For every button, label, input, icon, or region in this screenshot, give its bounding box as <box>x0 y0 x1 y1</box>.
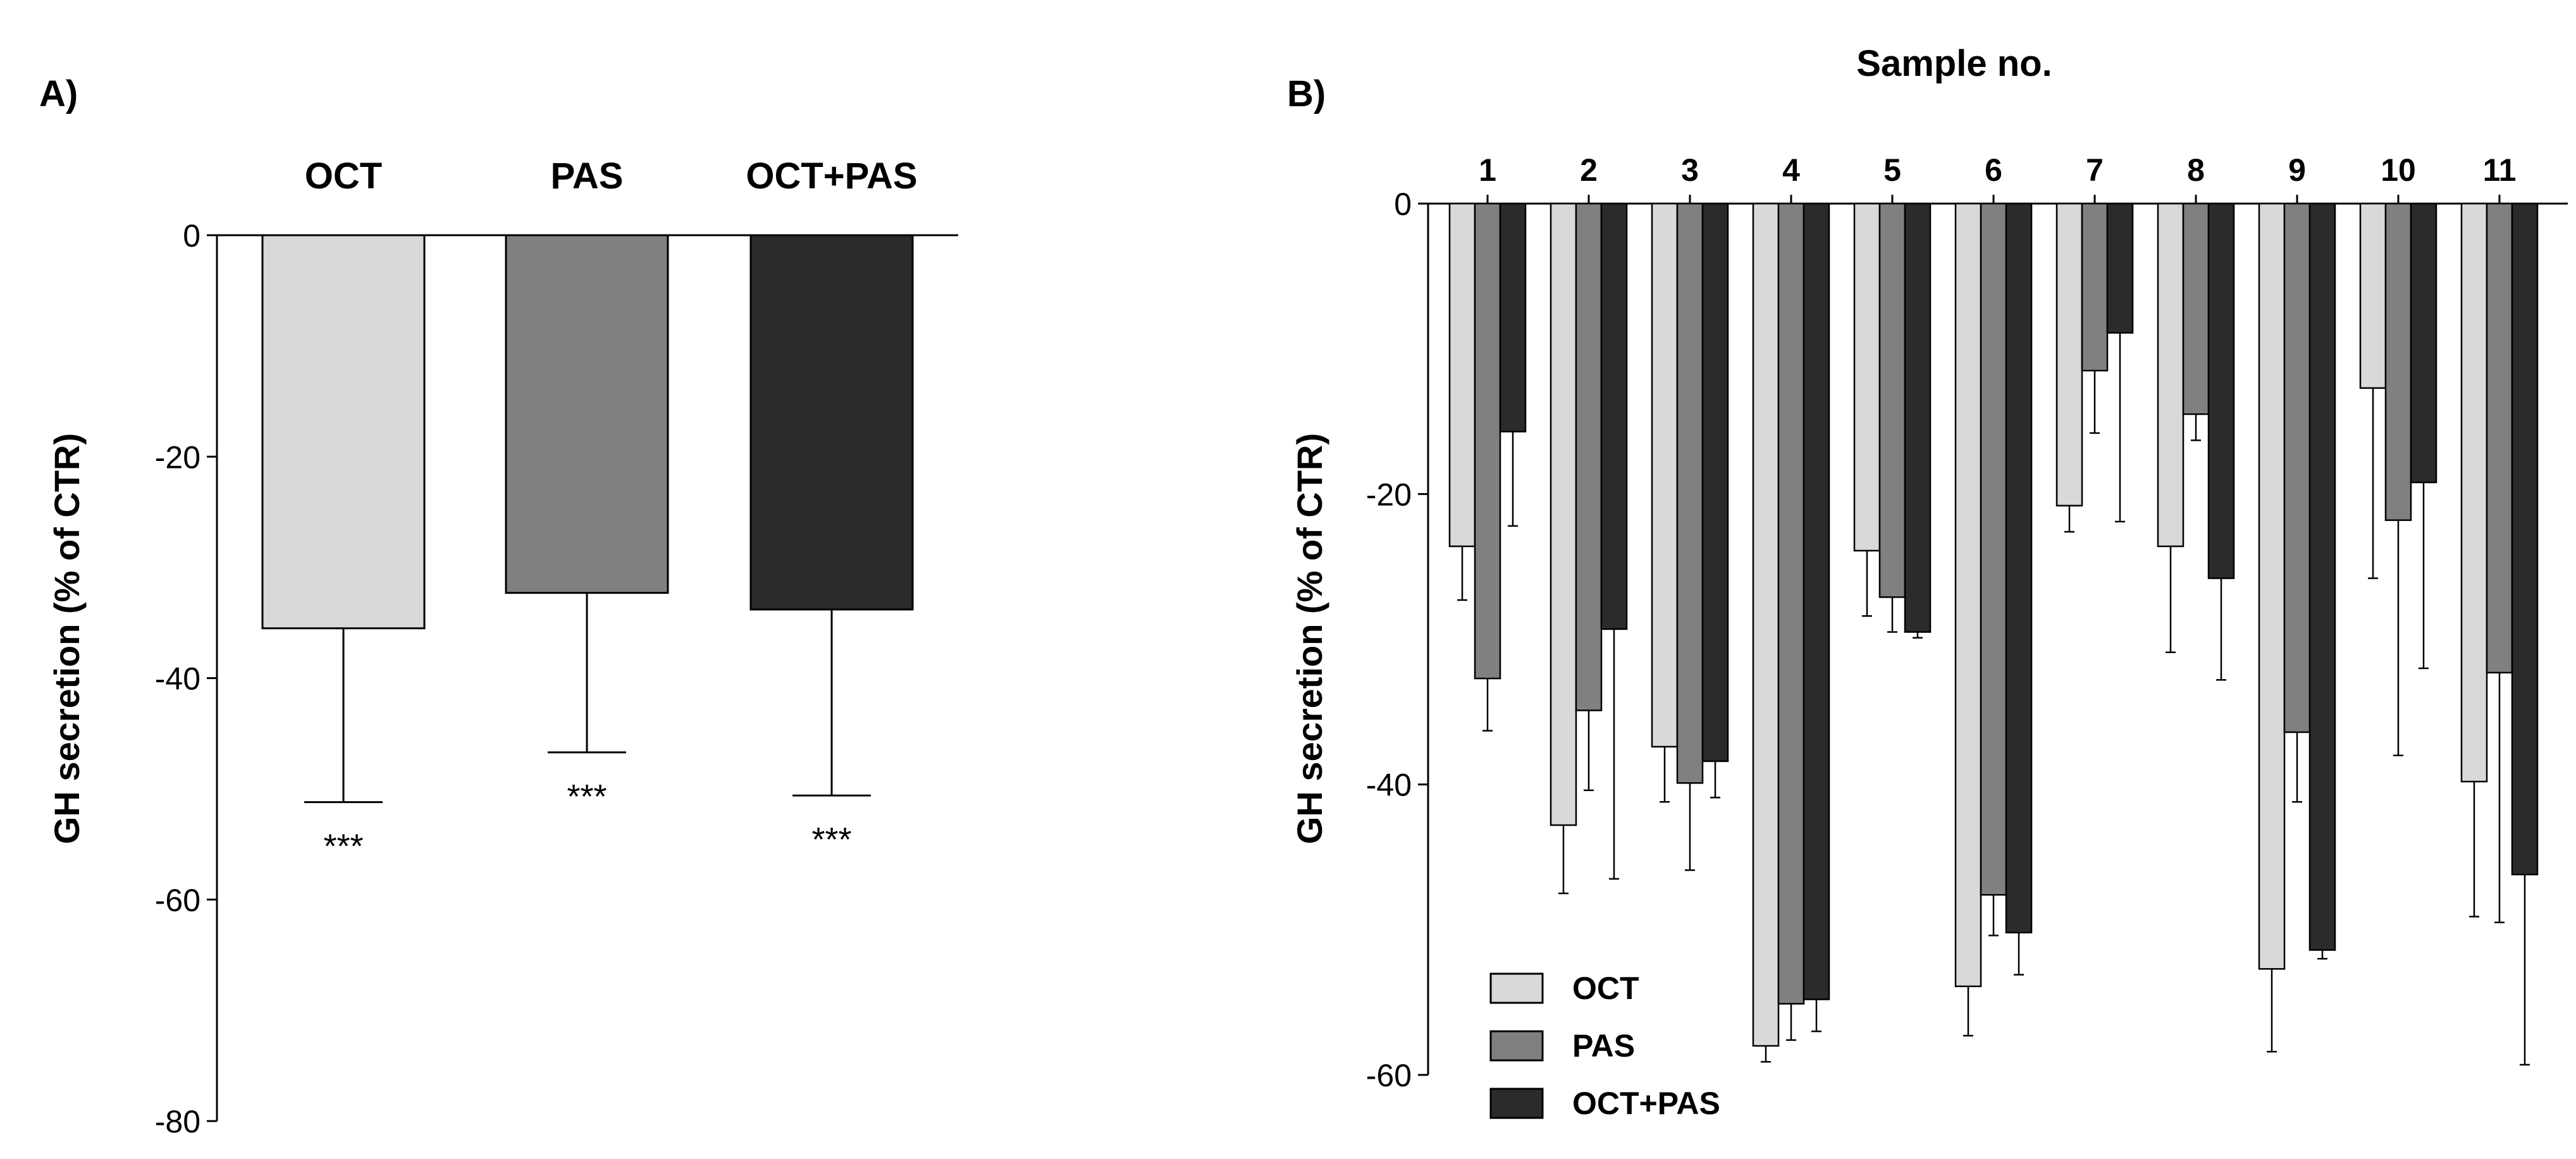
panel-b-bar <box>1550 202 1577 826</box>
panel-b-y-tick-label: -60 <box>1366 1058 1412 1093</box>
panel-b-category-label: 11 <box>2483 152 2517 188</box>
panel-a-y-tick-label: -40 <box>155 661 200 697</box>
panel-b-bar <box>2005 202 2033 934</box>
panel-a-category-label: OCT <box>305 156 382 197</box>
panel-a-significance: *** <box>811 821 851 859</box>
panel-b-title: Sample no. <box>1856 43 2052 84</box>
panel-a-ylabel: GH secretion (% of CTR) <box>47 433 87 844</box>
panel-b-bar <box>1701 202 1729 763</box>
panel-b-ylabel: GH secretion (% of CTR) <box>1290 433 1329 844</box>
panel-b-bar <box>2308 202 2336 951</box>
panel-b-category-label: 10 <box>2381 152 2416 188</box>
panel-b-bar <box>1474 202 1501 680</box>
panel-b-bar <box>2207 202 2235 579</box>
panel-b-bar <box>1853 202 1881 552</box>
panel-b-bar <box>1904 202 1932 633</box>
legend-label: PAS <box>1572 1028 1635 1064</box>
panel-b-bar <box>2384 202 2412 521</box>
panel-b-y-tick-label: -20 <box>1366 477 1412 512</box>
panel-b-bar <box>2055 202 2083 506</box>
legend-swatch <box>1489 1088 1544 1119</box>
panel-b-bar <box>1676 202 1704 784</box>
panel-a-significance: *** <box>567 778 607 816</box>
panel-a-bar <box>505 234 669 594</box>
panel-b-y-tick-label: -40 <box>1366 768 1412 803</box>
panel-b-bar <box>2106 202 2134 334</box>
panel-b-category-label: 2 <box>1580 152 1598 188</box>
panel-b-bar <box>2359 202 2387 389</box>
panel-b-bar <box>1499 202 1527 432</box>
legend-label: OCT+PAS <box>1572 1086 1720 1121</box>
panel-b-bar <box>1980 202 2007 896</box>
panel-b-bar <box>1752 202 1780 1047</box>
panel-b-bar <box>1803 202 1830 1000</box>
panel-b-bar <box>1651 202 1679 748</box>
legend-swatch <box>1489 972 1544 1004</box>
panel-b-legend: OCT PAS OCT+PAS <box>1489 971 1720 1121</box>
panel-a-y-tick-label: -20 <box>155 439 200 475</box>
panel-b-category-label: 4 <box>1782 152 1800 188</box>
panel-b-category-label: 9 <box>2288 152 2306 188</box>
panel-b-bar <box>1448 202 1476 548</box>
panel-a-category-label: OCT+PAS <box>746 156 917 197</box>
panel-b-bar <box>2410 202 2437 484</box>
panel-b-bar <box>2182 202 2210 415</box>
panel-b-bar <box>2460 202 2488 783</box>
panel-b-bar <box>2283 202 2311 733</box>
panel-a-y-tick-label: -60 <box>155 883 200 918</box>
panel-b-category-label: 3 <box>1681 152 1699 188</box>
panel-a-significance: *** <box>323 828 363 866</box>
panel-b-bar <box>2258 202 2286 970</box>
panel-a-y-tick-label: 0 <box>183 218 200 254</box>
panel-a-category-label: PAS <box>551 156 624 197</box>
panel-b-chart: 0 -20 -40 -60 1 2 3 4 5 6 7 8 9 10 11 OCT PAS OCT+PAS <box>1366 152 2568 1121</box>
panel-a-bar <box>261 234 426 630</box>
panel-b-y-tick-label: 0 <box>1394 187 1412 222</box>
legend-label: OCT <box>1572 971 1639 1006</box>
panel-a-y-tick-label: -80 <box>155 1104 200 1139</box>
panel-a-label: A) <box>39 73 78 114</box>
panel-b-category-label: 5 <box>1883 152 1901 188</box>
panel-b-category-label: 7 <box>2086 152 2104 188</box>
panel-b-bar <box>1575 202 1603 711</box>
panel-b-category-label: 1 <box>1479 152 1496 188</box>
panel-b-bar <box>2486 202 2513 674</box>
panel-b-category-label: 6 <box>1985 152 2002 188</box>
panel-b-bar <box>2511 202 2539 876</box>
panel-a-chart: 0 -20 -40 -60 -80 OCT *** PAS *** OCT+PAS *** <box>155 156 958 1139</box>
panel-b-bar <box>1878 202 1906 598</box>
panel-b-category-label: 8 <box>2187 152 2205 188</box>
panel-b-bar <box>2157 202 2185 548</box>
panel-a-bar <box>749 234 914 611</box>
legend-swatch <box>1489 1030 1544 1062</box>
panel-b-label: B) <box>1287 73 1326 114</box>
panel-b-bar <box>1954 202 1982 988</box>
panel-b-bar <box>2081 202 2109 372</box>
panel-b-bar <box>1777 202 1805 1005</box>
panel-b-bar <box>1600 202 1628 630</box>
